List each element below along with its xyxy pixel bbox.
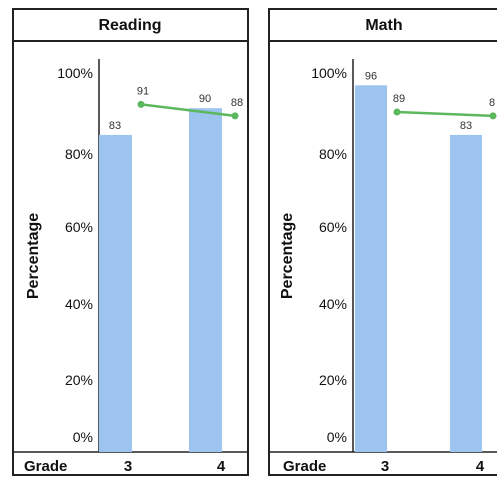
reading-title: Reading — [98, 17, 161, 34]
reading-ytick-80: 80% — [65, 146, 93, 162]
math-bar-label-grade-3: 96 — [365, 70, 377, 82]
math-ytick-20: 20% — [319, 372, 347, 388]
reading-ytick-100: 100% — [57, 65, 93, 81]
math-line-point-grade-4 — [489, 112, 497, 120]
reading-line-label-grade-4: 88 — [231, 97, 243, 109]
math-title: Math — [365, 17, 402, 34]
reading-line-point-grade-4 — [231, 112, 239, 120]
math-bar-label-grade-4: 83 — [460, 120, 472, 132]
reading-bar-grade-4 — [189, 108, 222, 452]
math-xtick-3: 3 — [381, 458, 389, 475]
math-line-label-grade-4: 8 — [489, 97, 495, 109]
reading-bar-grade-3 — [99, 134, 132, 452]
math-bar-grade-3 — [355, 85, 387, 452]
reading-line-point-grade-3 — [137, 100, 145, 108]
reading-bar-label-grade-3: 83 — [109, 120, 121, 132]
math-ytick-40: 40% — [319, 296, 347, 312]
math-line-series — [396, 110, 494, 118]
reading-ytick-20: 20% — [65, 372, 93, 388]
math-x-axis-title: Grade — [283, 458, 326, 475]
math-y-axis-title: Percentage — [279, 213, 296, 299]
math-ytick-100: 100% — [311, 65, 347, 81]
reading-y-axis-title: Percentage — [25, 213, 42, 299]
math-line-label-grade-3: 89 — [393, 93, 405, 105]
math-panel: Math Percentage Grade 100% 80% 60% 40% 2… — [268, 8, 497, 476]
reading-line-series — [140, 103, 236, 118]
math-ytick-0: 0% — [327, 429, 347, 445]
math-ytick-60: 60% — [319, 219, 347, 235]
reading-line-label-grade-3: 91 — [137, 85, 149, 97]
reading-bar-label-grade-4: 90 — [199, 93, 211, 105]
reading-xtick-3: 3 — [124, 458, 132, 475]
reading-ytick-40: 40% — [65, 296, 93, 312]
reading-panel: Reading Percentage Grade 100% 80% 60% 40… — [12, 8, 249, 476]
math-ytick-80: 80% — [319, 146, 347, 162]
math-line-point-grade-3 — [393, 108, 401, 116]
math-bar-grade-4 — [450, 134, 482, 452]
math-xtick-4: 4 — [476, 458, 485, 475]
reading-x-axis-title: Grade — [24, 458, 67, 475]
reading-xtick-4: 4 — [217, 458, 226, 475]
reading-ytick-0: 0% — [73, 429, 93, 445]
reading-ytick-60: 60% — [65, 219, 93, 235]
